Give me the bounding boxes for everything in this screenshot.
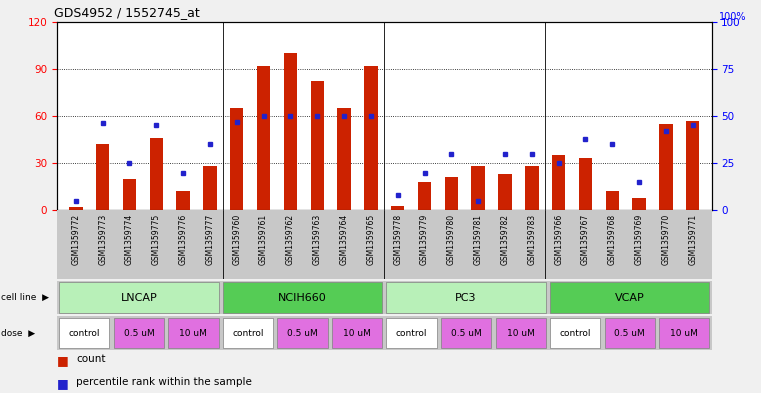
Text: GSM1359783: GSM1359783 bbox=[527, 214, 537, 265]
Bar bbox=[69, 207, 82, 210]
Bar bbox=[686, 121, 699, 210]
Bar bbox=[177, 191, 189, 210]
Bar bbox=[441, 318, 491, 349]
Text: GSM1359762: GSM1359762 bbox=[286, 214, 295, 265]
Text: 0.5 uM: 0.5 uM bbox=[287, 329, 318, 338]
Text: GSM1359769: GSM1359769 bbox=[635, 214, 644, 265]
Bar bbox=[418, 182, 431, 210]
Bar bbox=[310, 81, 324, 210]
Text: control: control bbox=[232, 329, 264, 338]
Bar bbox=[552, 155, 565, 210]
Text: GSM1359760: GSM1359760 bbox=[232, 214, 241, 265]
Bar bbox=[550, 282, 709, 313]
Bar bbox=[96, 144, 110, 210]
Text: GSM1359777: GSM1359777 bbox=[205, 214, 215, 265]
Text: 10 uM: 10 uM bbox=[180, 329, 207, 338]
Text: percentile rank within the sample: percentile rank within the sample bbox=[76, 377, 252, 387]
Bar bbox=[150, 138, 163, 210]
Bar bbox=[223, 318, 273, 349]
Text: ■: ■ bbox=[57, 377, 68, 390]
Bar bbox=[550, 318, 600, 349]
Text: GSM1359763: GSM1359763 bbox=[313, 214, 322, 265]
Bar bbox=[230, 108, 244, 210]
Text: GSM1359765: GSM1359765 bbox=[366, 214, 375, 265]
Text: LNCAP: LNCAP bbox=[120, 293, 158, 303]
Text: GSM1359782: GSM1359782 bbox=[501, 214, 510, 265]
Text: control: control bbox=[68, 329, 100, 338]
Text: GSM1359768: GSM1359768 bbox=[608, 214, 617, 265]
Bar bbox=[278, 318, 327, 349]
Bar bbox=[391, 206, 404, 210]
Text: GSM1359775: GSM1359775 bbox=[151, 214, 161, 265]
Bar bbox=[444, 177, 458, 210]
Bar bbox=[365, 66, 377, 210]
Bar bbox=[223, 282, 382, 313]
Text: dose  ▶: dose ▶ bbox=[1, 329, 35, 338]
Text: 100%: 100% bbox=[719, 12, 747, 22]
Text: 10 uM: 10 uM bbox=[343, 329, 371, 338]
Text: GSM1359772: GSM1359772 bbox=[72, 214, 81, 265]
Text: cell line  ▶: cell line ▶ bbox=[1, 293, 49, 302]
Text: GSM1359766: GSM1359766 bbox=[554, 214, 563, 265]
Bar bbox=[168, 318, 218, 349]
Text: GSM1359779: GSM1359779 bbox=[420, 214, 429, 265]
Bar bbox=[387, 318, 437, 349]
Bar bbox=[337, 108, 351, 210]
Bar bbox=[284, 53, 297, 210]
Bar bbox=[606, 191, 619, 210]
Bar bbox=[472, 166, 485, 210]
Text: PC3: PC3 bbox=[455, 293, 477, 303]
Text: GSM1359771: GSM1359771 bbox=[688, 214, 697, 265]
Bar bbox=[525, 166, 539, 210]
Bar bbox=[579, 158, 592, 210]
Text: GDS4952 / 1552745_at: GDS4952 / 1552745_at bbox=[54, 6, 199, 19]
Bar bbox=[632, 198, 646, 210]
Bar bbox=[659, 124, 673, 210]
Text: control: control bbox=[396, 329, 428, 338]
Text: 0.5 uM: 0.5 uM bbox=[451, 329, 482, 338]
Bar bbox=[257, 66, 270, 210]
Text: 0.5 uM: 0.5 uM bbox=[614, 329, 645, 338]
Bar bbox=[114, 318, 164, 349]
Text: 10 uM: 10 uM bbox=[507, 329, 534, 338]
Text: VCAP: VCAP bbox=[615, 293, 645, 303]
Bar bbox=[123, 179, 136, 210]
Text: NCIH660: NCIH660 bbox=[278, 293, 327, 303]
Bar bbox=[605, 318, 654, 349]
Text: GSM1359778: GSM1359778 bbox=[393, 214, 403, 265]
Text: 0.5 uM: 0.5 uM bbox=[123, 329, 154, 338]
Text: GSM1359773: GSM1359773 bbox=[98, 214, 107, 265]
Bar bbox=[59, 318, 110, 349]
Bar bbox=[495, 318, 546, 349]
Text: GSM1359770: GSM1359770 bbox=[661, 214, 670, 265]
Text: GSM1359781: GSM1359781 bbox=[473, 214, 482, 265]
Text: control: control bbox=[559, 329, 591, 338]
Text: 10 uM: 10 uM bbox=[670, 329, 698, 338]
Text: GSM1359767: GSM1359767 bbox=[581, 214, 590, 265]
Bar bbox=[203, 166, 217, 210]
Bar bbox=[332, 318, 382, 349]
Text: GSM1359774: GSM1359774 bbox=[125, 214, 134, 265]
Text: GSM1359780: GSM1359780 bbox=[447, 214, 456, 265]
Text: count: count bbox=[76, 354, 106, 364]
Bar bbox=[659, 318, 709, 349]
Bar bbox=[387, 282, 546, 313]
Bar bbox=[498, 174, 511, 210]
Text: GSM1359776: GSM1359776 bbox=[179, 214, 188, 265]
Bar bbox=[59, 282, 218, 313]
Text: ■: ■ bbox=[57, 354, 68, 367]
Text: GSM1359764: GSM1359764 bbox=[339, 214, 349, 265]
Text: GSM1359761: GSM1359761 bbox=[259, 214, 268, 265]
